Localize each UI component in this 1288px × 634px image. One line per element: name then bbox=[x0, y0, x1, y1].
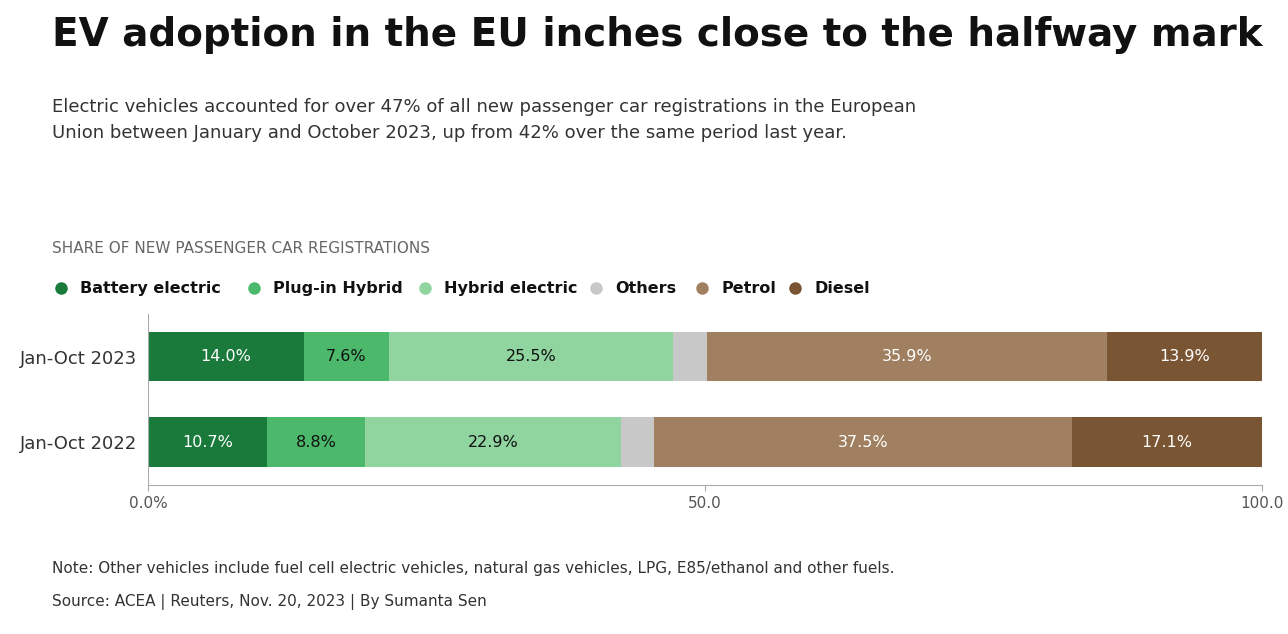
Text: 14.0%: 14.0% bbox=[201, 349, 251, 364]
Text: EV adoption in the EU inches close to the halfway mark: EV adoption in the EU inches close to th… bbox=[52, 16, 1262, 54]
Text: 37.5%: 37.5% bbox=[837, 435, 889, 450]
Text: 8.8%: 8.8% bbox=[296, 435, 336, 450]
Text: 13.9%: 13.9% bbox=[1159, 349, 1211, 364]
Bar bbox=[621, 417, 654, 467]
Bar bbox=[654, 417, 1072, 467]
Text: Diesel: Diesel bbox=[814, 281, 869, 296]
Bar bbox=[1108, 332, 1262, 382]
Bar bbox=[389, 332, 672, 382]
Bar bbox=[366, 417, 621, 467]
Bar bbox=[1072, 417, 1262, 467]
Text: Hybrid electric: Hybrid electric bbox=[444, 281, 578, 296]
Text: 7.6%: 7.6% bbox=[326, 349, 367, 364]
Bar bbox=[148, 417, 268, 467]
Bar bbox=[148, 332, 304, 382]
Text: 22.9%: 22.9% bbox=[468, 435, 518, 450]
Text: Note: Other vehicles include fuel cell electric vehicles, natural gas vehicles, : Note: Other vehicles include fuel cell e… bbox=[52, 561, 894, 576]
Text: Electric vehicles accounted for over 47% of all new passenger car registrations : Electric vehicles accounted for over 47%… bbox=[52, 98, 916, 142]
Text: SHARE OF NEW PASSENGER CAR REGISTRATIONS: SHARE OF NEW PASSENGER CAR REGISTRATIONS bbox=[52, 241, 429, 256]
Bar bbox=[304, 332, 389, 382]
Text: Plug-in Hybrid: Plug-in Hybrid bbox=[273, 281, 403, 296]
Bar bbox=[268, 417, 366, 467]
Text: 25.5%: 25.5% bbox=[505, 349, 556, 364]
Text: 10.7%: 10.7% bbox=[183, 435, 233, 450]
Text: Others: Others bbox=[616, 281, 676, 296]
Text: 17.1%: 17.1% bbox=[1141, 435, 1193, 450]
Bar bbox=[672, 332, 707, 382]
Text: Battery electric: Battery electric bbox=[80, 281, 220, 296]
Text: 35.9%: 35.9% bbox=[882, 349, 933, 364]
Text: Petrol: Petrol bbox=[721, 281, 777, 296]
Bar bbox=[707, 332, 1108, 382]
Text: Source: ACEA | Reuters, Nov. 20, 2023 | By Sumanta Sen: Source: ACEA | Reuters, Nov. 20, 2023 | … bbox=[52, 594, 487, 610]
